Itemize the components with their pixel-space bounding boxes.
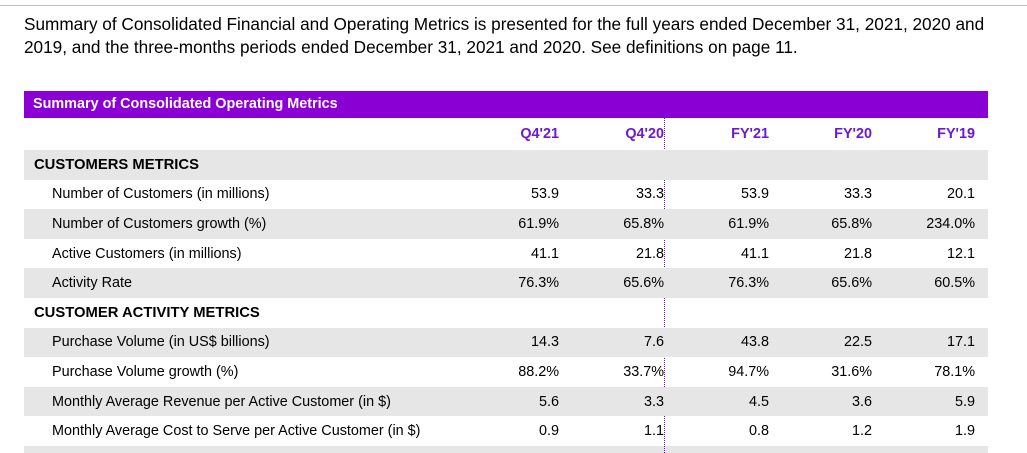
table-row: Active Customers (in millions) 41.1 21.8… [24, 239, 988, 269]
table-row: Monthly Average Revenue per Active Custo… [24, 386, 988, 417]
table-cell: 1.2 [851, 423, 872, 440]
table-cell: 12.1 [946, 245, 975, 262]
table-cell: 4.5 [748, 393, 769, 410]
column-header: Q4'21 [520, 126, 559, 142]
column-header: FY'19 [937, 126, 975, 142]
operating-metrics-table: Summary of Consolidated Operating Metric… [24, 91, 988, 453]
table-cell: 61.9% [518, 215, 559, 232]
table-cell: 0.8 [748, 423, 769, 440]
table-cell: 20.1 [946, 186, 975, 203]
table-cell: 88.2% [518, 363, 559, 380]
table-cell: 53.9 [740, 186, 769, 203]
table-cell: 65.6% [623, 275, 664, 292]
table-cell: 33.3 [635, 186, 664, 203]
table-cell: 33.3 [843, 186, 872, 203]
table-row: Monthly Average Cost to Serve per Active… [24, 416, 988, 446]
row-label: Purchase Volume growth (%) [52, 363, 239, 380]
table-cell: 41.1 [740, 245, 769, 262]
column-header: Q4'20 [625, 126, 664, 142]
row-label: Active Customers (in millions) [52, 245, 242, 262]
table-cell: 234.0% [926, 215, 975, 232]
section-header-row: CUSTOMER ACTIVITY METRICS [24, 298, 988, 328]
table-cell: 31.6% [831, 363, 872, 380]
row-label: Monthly Average Cost to Serve per Active… [52, 423, 421, 440]
table-cell: 21.8 [635, 245, 664, 262]
table-cell: 21.8 [843, 245, 872, 262]
table-cell: 60.5% [934, 275, 975, 292]
table-cell: 78.1% [934, 363, 975, 380]
column-header: FY'21 [731, 126, 769, 142]
row-label: Monthly Average Revenue per Active Custo… [52, 393, 391, 410]
column-header-row: Q4'21 Q4'20 FY'21 FY'20 FY'19 [24, 118, 988, 150]
table-cell: 41.1 [530, 245, 559, 262]
column-header: FY'20 [834, 126, 872, 142]
table-cell: 65.8% [831, 215, 872, 232]
top-rule [0, 5, 1027, 6]
table-cell: 43.8 [740, 334, 769, 351]
section-header-row: CUSTOMERS METRICS [24, 150, 988, 180]
table-cell: 3.6 [851, 393, 872, 410]
table-cell: 17.1 [946, 334, 975, 351]
table-cell: 5.6 [538, 393, 559, 410]
table-cell: 5.9 [954, 393, 975, 410]
table-cell: 65.6% [831, 275, 872, 292]
table-title: Summary of Consolidated Operating Metric… [24, 91, 988, 118]
table-row: Number of Customers (in millions) 53.9 3… [24, 180, 988, 210]
table-cell: 7.6 [643, 334, 664, 351]
row-label: Purchase Volume (in US$ billions) [52, 334, 270, 351]
table-cell: 0.9 [538, 423, 559, 440]
table-cell: 14.3 [530, 334, 559, 351]
section-title: CUSTOMER ACTIVITY METRICS [34, 304, 260, 321]
table-cell: 53.9 [530, 186, 559, 203]
table-cell: 22.5 [843, 334, 872, 351]
table-cell: 1.9 [954, 423, 975, 440]
table-cell: 94.7% [728, 363, 769, 380]
intro-paragraph: Summary of Consolidated Financial and Op… [24, 14, 985, 57]
table-row: Number of Customers growth (%) 61.9% 65.… [24, 209, 988, 239]
row-label: Activity Rate [52, 275, 132, 292]
table-row: Purchase Volume (in US$ billions) 14.3 7… [24, 327, 988, 358]
row-label: Number of Customers growth (%) [52, 215, 267, 232]
table-cell: 76.3% [518, 275, 559, 292]
section-title: CUSTOMERS METRICS [34, 156, 199, 173]
table-cell: 65.8% [623, 215, 664, 232]
table-cell: 33.7% [623, 363, 664, 380]
table-cell: 1.1 [643, 423, 664, 440]
table-row: Purchase Volume growth (%) 88.2% 33.7% 9… [24, 357, 988, 387]
table-cell: 61.9% [728, 215, 769, 232]
table-cell: 3.3 [643, 393, 664, 410]
table-row: Activity Rate 76.3% 65.6% 76.3% 65.6% 60… [24, 268, 988, 298]
row-label: Number of Customers (in millions) [52, 186, 270, 203]
table-cell: 76.3% [728, 275, 769, 292]
